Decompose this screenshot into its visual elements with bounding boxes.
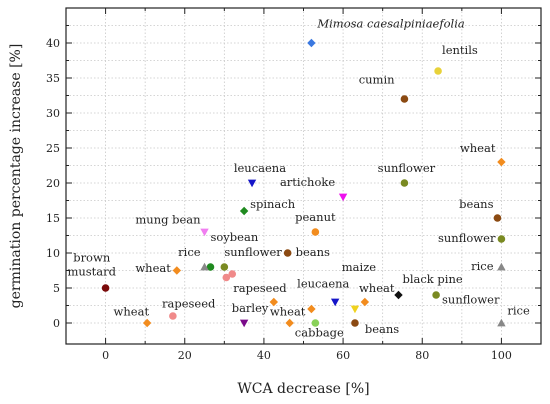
axis-ticks: 0 20 40 60 80 100 0 5 10 15 20 25 30 35 40 — [46, 7, 542, 362]
x-tick-label: 0 — [102, 349, 109, 362]
point-brown-mustard — [101, 284, 110, 292]
point-label-soybean: soybean — [210, 230, 258, 244]
point-rapeseed — [169, 312, 177, 320]
point-wheat — [269, 297, 279, 307]
point-cumin — [400, 95, 409, 103]
y-tick-label: 0 — [53, 317, 60, 330]
x-tick-label: 100 — [491, 349, 512, 362]
point-unlabeled — [307, 304, 316, 314]
point-label-beans: beans — [296, 245, 330, 259]
y-tick-label: 40 — [46, 37, 60, 50]
point-rice — [200, 262, 209, 271]
x-tick-label: 60 — [336, 349, 350, 362]
point-label-peanut: peanut — [295, 210, 336, 224]
point-beans — [493, 214, 502, 222]
point-barley — [239, 319, 249, 328]
point-spinach — [239, 206, 249, 216]
y-tick-label: 25 — [46, 142, 60, 155]
y-tick-label: 20 — [46, 177, 60, 190]
point-rapeseed — [228, 270, 237, 278]
point-rice — [497, 262, 506, 271]
point-label-rice: rice — [507, 304, 530, 318]
point-wheat — [142, 318, 152, 328]
point-leucaena — [247, 179, 257, 188]
point-labels: Mimosa caesalpiniaefolia lentils cumin whea… — [67, 17, 530, 340]
point-label-wheat: wheat — [460, 141, 496, 155]
point-leucaena — [330, 298, 340, 307]
x-axis-label: WCA decrease [%] — [237, 381, 369, 397]
y-axis-label: germination percentage increase [%] — [8, 44, 24, 309]
y-tick-label: 35 — [46, 72, 60, 85]
point-label-sunflower: sunflower — [442, 292, 500, 306]
x-tick-label: 20 — [178, 349, 192, 362]
point-label-rapeseed: rapeseed — [233, 281, 287, 295]
point-label-wheat: wheat — [135, 261, 171, 275]
point-beans — [283, 249, 292, 257]
y-tick-label: 5 — [53, 282, 60, 295]
point-mung-bean — [200, 228, 209, 237]
point-label-mung-bean: mung bean — [135, 213, 201, 227]
y-tick-label: 15 — [46, 212, 60, 225]
point-label-cumin: cumin — [359, 73, 395, 87]
point-label-cabbage: cabbage — [295, 325, 344, 339]
point-wheat — [360, 297, 370, 307]
point-label-sunflower: sunflower — [224, 245, 282, 259]
point-maize — [350, 305, 360, 314]
point-peanut — [311, 228, 320, 236]
point-black-pine — [394, 290, 403, 300]
point-wheat — [285, 318, 294, 328]
point-label-rapeseed: rapeseed — [162, 297, 216, 311]
point-label-black-pine: black pine — [402, 272, 462, 286]
point-sunflower — [432, 291, 440, 299]
point-unlabeled — [222, 273, 231, 282]
point-label-sunflower: sunflower — [378, 161, 436, 175]
point-label-beans: beans — [459, 197, 493, 211]
point-label-spinach: spinach — [250, 197, 296, 211]
point-cabbage — [311, 319, 320, 327]
x-tick-label: 40 — [257, 349, 271, 362]
point-label-wheat: wheat — [270, 304, 306, 318]
point-lentils — [434, 67, 442, 75]
point-mimosa-caesalpiniaefolia — [307, 38, 316, 48]
point-label-brown-mustard: brown mustard — [67, 250, 116, 278]
point-label-beans: beans — [365, 322, 399, 336]
point-label-maize: maize — [342, 260, 376, 274]
point-label-mimosa-caesalpiniaefolia: Mimosa caesalpiniaefolia — [316, 17, 465, 31]
point-artichoke — [338, 193, 348, 202]
y-tick-label: 10 — [46, 247, 60, 260]
point-rice — [497, 318, 506, 327]
point-label-rice: rice — [471, 259, 494, 273]
point-wheat — [172, 266, 182, 275]
point-label-sunflower: sunflower — [438, 231, 496, 245]
point-beans — [351, 319, 359, 327]
y-tick-label: 30 — [46, 107, 60, 120]
x-tick-label: 80 — [415, 349, 429, 362]
point-label-wheat: wheat — [359, 281, 395, 295]
point-label-barley: barley — [232, 301, 269, 315]
point-sunflower — [400, 179, 409, 187]
point-label-wheat: wheat — [114, 304, 150, 318]
point-soybean — [206, 263, 215, 271]
point-wheat — [497, 157, 506, 167]
point-label-artichoke: artichoke — [280, 175, 335, 189]
point-sunflower — [497, 235, 506, 243]
point-sunflower — [220, 263, 229, 271]
point-label-leucaena: leucaena — [234, 161, 286, 175]
data-points — [101, 38, 506, 328]
point-label-leucaena: leucaena — [297, 276, 349, 290]
point-label-lentils: lentils — [442, 43, 478, 57]
point-label-rice: rice — [178, 245, 201, 259]
